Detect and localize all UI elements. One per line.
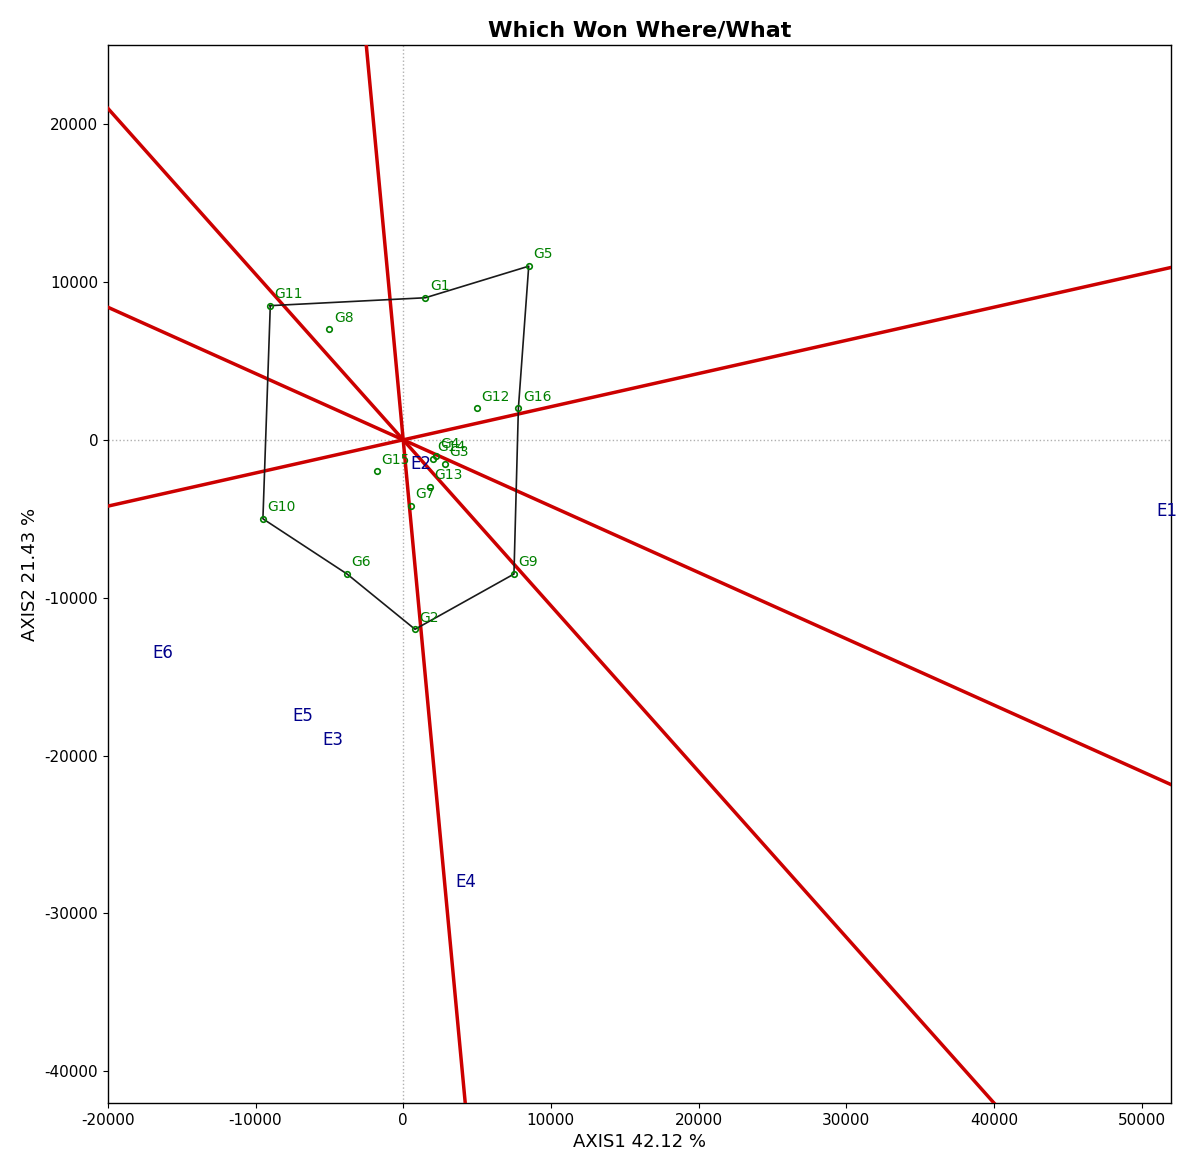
Text: G13: G13	[434, 469, 462, 483]
Text: E6: E6	[152, 643, 173, 662]
Text: G16: G16	[523, 389, 551, 403]
Text: G7: G7	[415, 488, 434, 502]
Text: G14: G14	[437, 440, 466, 454]
Text: E5: E5	[293, 707, 313, 725]
Text: G1: G1	[430, 279, 450, 293]
Text: G2: G2	[420, 611, 439, 625]
Text: G5: G5	[533, 247, 553, 261]
Text: G3: G3	[449, 445, 468, 458]
Text: G11: G11	[275, 287, 304, 301]
Text: E2: E2	[410, 455, 432, 472]
Text: E1: E1	[1157, 502, 1177, 520]
Text: G4: G4	[440, 437, 460, 451]
Text: G15: G15	[382, 452, 409, 466]
X-axis label: AXIS1 42.12 %: AXIS1 42.12 %	[572, 1133, 706, 1151]
Text: G6: G6	[352, 556, 371, 570]
Title: Which Won Where/What: Which Won Where/What	[487, 21, 791, 41]
Text: G10: G10	[268, 500, 295, 515]
Text: G12: G12	[481, 389, 510, 403]
Text: G8: G8	[334, 311, 354, 325]
Text: G9: G9	[518, 556, 538, 570]
Y-axis label: AXIS2 21.43 %: AXIS2 21.43 %	[20, 507, 38, 641]
Text: E3: E3	[322, 731, 343, 749]
Text: E4: E4	[455, 873, 475, 891]
